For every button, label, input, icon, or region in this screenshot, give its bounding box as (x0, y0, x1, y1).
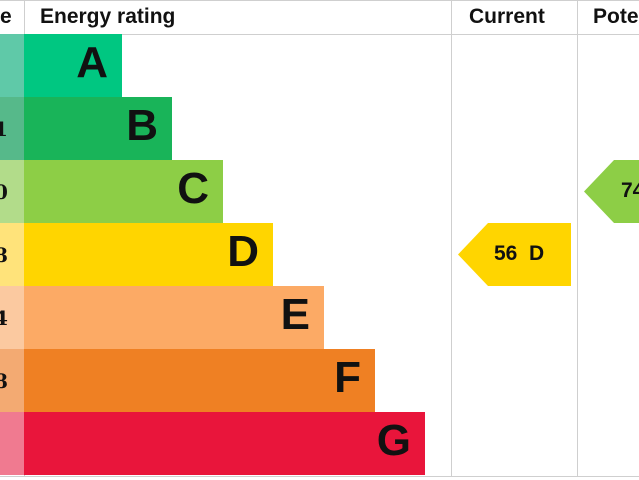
score-label: 4 (0, 306, 8, 330)
band-bar-D: D (24, 223, 273, 286)
score-cell-D: 8 (0, 223, 24, 286)
score-label: 8 (0, 369, 8, 393)
band-bar-B: B (24, 97, 172, 160)
column-divider (577, 0, 578, 477)
header-score: e (0, 5, 12, 28)
score-cell-F: 8 (0, 349, 24, 412)
band-letter: G (376, 416, 411, 465)
header-current: Current (469, 5, 545, 28)
band-letter: C (177, 164, 209, 213)
column-divider (451, 0, 452, 477)
score-label: 1 (0, 117, 8, 141)
score-cell-C: 0 (0, 160, 24, 223)
potential-rating-arrow-label: 74 (621, 179, 639, 202)
score-cell-B: 1 (0, 97, 24, 160)
band-letter: B (126, 101, 158, 150)
header-energy-rating: Energy rating (40, 5, 176, 28)
potential-rating-arrow: 74 (584, 160, 639, 223)
score-cell-G (0, 412, 24, 475)
band-letter: A (76, 38, 108, 87)
score-cell-A (0, 34, 24, 97)
current-rating-arrow-label: 56 D (494, 242, 545, 265)
score-label: 0 (0, 180, 8, 204)
band-bar-C: C (24, 160, 223, 223)
header-potential: Pote (593, 5, 639, 28)
current-rating-arrow: 56 D (458, 223, 571, 286)
band-letter: D (227, 227, 259, 276)
band-bar-A: A (24, 34, 122, 97)
band-bar-E: E (24, 286, 324, 349)
score-cell-E: 4 (0, 286, 24, 349)
band-bar-F: F (24, 349, 375, 412)
band-bar-G: G (24, 412, 425, 475)
score-label: 8 (0, 243, 8, 267)
bottom-border (0, 476, 639, 477)
top-border (0, 0, 639, 1)
band-letter: F (334, 353, 361, 402)
band-letter: E (280, 290, 310, 339)
header-divider (0, 34, 639, 35)
